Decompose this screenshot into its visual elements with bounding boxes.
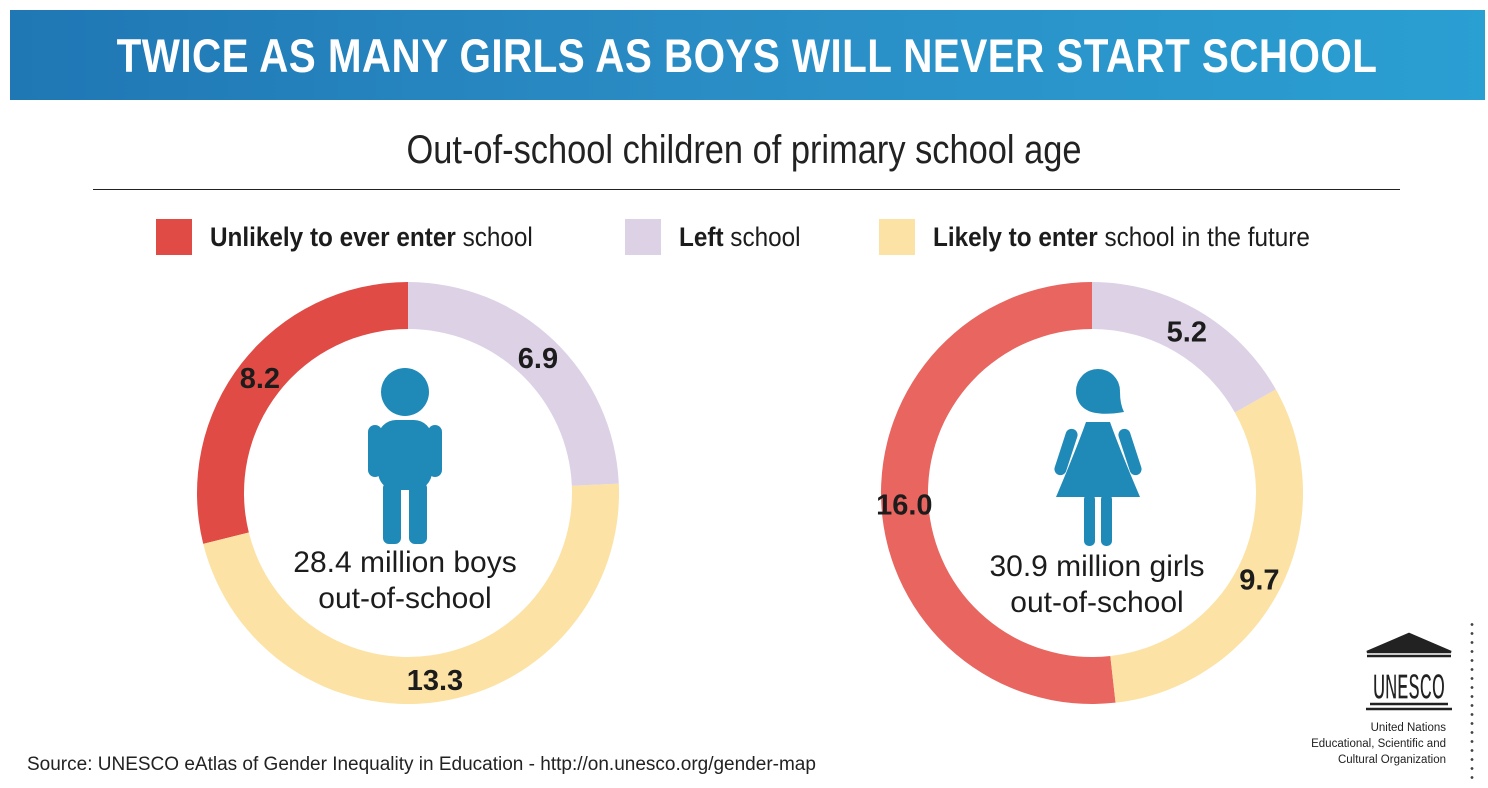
unesco-temple-logo — [1366, 632, 1452, 711]
donut-0-slice-likely — [203, 483, 619, 705]
legend-swatch-likely — [879, 219, 915, 255]
donut-0-value-label-likely: 13.3 — [407, 665, 463, 697]
org-name-line: United Nations — [1370, 722, 1446, 734]
donut-0-center-label: out-of-school — [318, 582, 491, 615]
donut-1-value-label-likely: 9.7 — [1239, 565, 1279, 597]
donut-1-center-label: out-of-school — [1010, 586, 1183, 619]
legend-item-left: Left school — [625, 219, 814, 255]
dotted-divider — [1470, 620, 1474, 780]
donut-1-value-label-unlikely: 16.0 — [876, 490, 932, 522]
donut-1-center-label: 30.9 million girls — [989, 550, 1204, 583]
source-note: Source: UNESCO eAtlas of Gender Inequali… — [27, 754, 816, 775]
girl-icon — [1054, 369, 1142, 546]
unesco-org-name: United Nations Educational, Scientific a… — [1311, 720, 1446, 768]
donut-1-value-label-left: 5.2 — [1167, 317, 1207, 349]
legend-swatch-unlikely — [156, 219, 192, 255]
legend-item-unlikely: Unlikely to ever enter school — [156, 219, 569, 255]
legend-item-likely: Likely to enter school in the future — [879, 219, 1352, 255]
boy-icon — [368, 368, 442, 544]
donut-0-value-label-unlikely: 8.2 — [240, 363, 280, 395]
donut-1-slice-likely — [1110, 389, 1304, 703]
chart-subtitle: Out-of-school children of primary school… — [406, 128, 1082, 172]
donut-0-slice-unlikely — [197, 282, 408, 544]
org-name-line: Cultural Organization — [1337, 754, 1446, 766]
donut-0-slice-left — [408, 282, 619, 486]
org-name-line: Educational, Scientific and — [1311, 738, 1446, 750]
legend-label-left: Left school — [679, 221, 801, 252]
donut-0-value-label-left: 6.9 — [518, 343, 558, 375]
banner-title: TWICE AS MANY GIRLS AS BOYS WILL NEVER S… — [117, 28, 1378, 82]
unesco-logo-text: UNESCO — [1373, 666, 1445, 707]
legend-swatch-left — [625, 219, 661, 255]
donut-1-slice-unlikely — [881, 282, 1116, 704]
legend-label-unlikely: Unlikely to ever enter school — [210, 221, 533, 252]
divider-rule — [93, 189, 1400, 190]
title-banner: TWICE AS MANY GIRLS AS BOYS WILL NEVER S… — [10, 10, 1485, 100]
donut-0-center-label: 28.4 million boys — [293, 546, 516, 579]
legend-label-likely: Likely to enter school in the future — [933, 221, 1310, 252]
donut-1-slice-left — [1092, 282, 1276, 413]
